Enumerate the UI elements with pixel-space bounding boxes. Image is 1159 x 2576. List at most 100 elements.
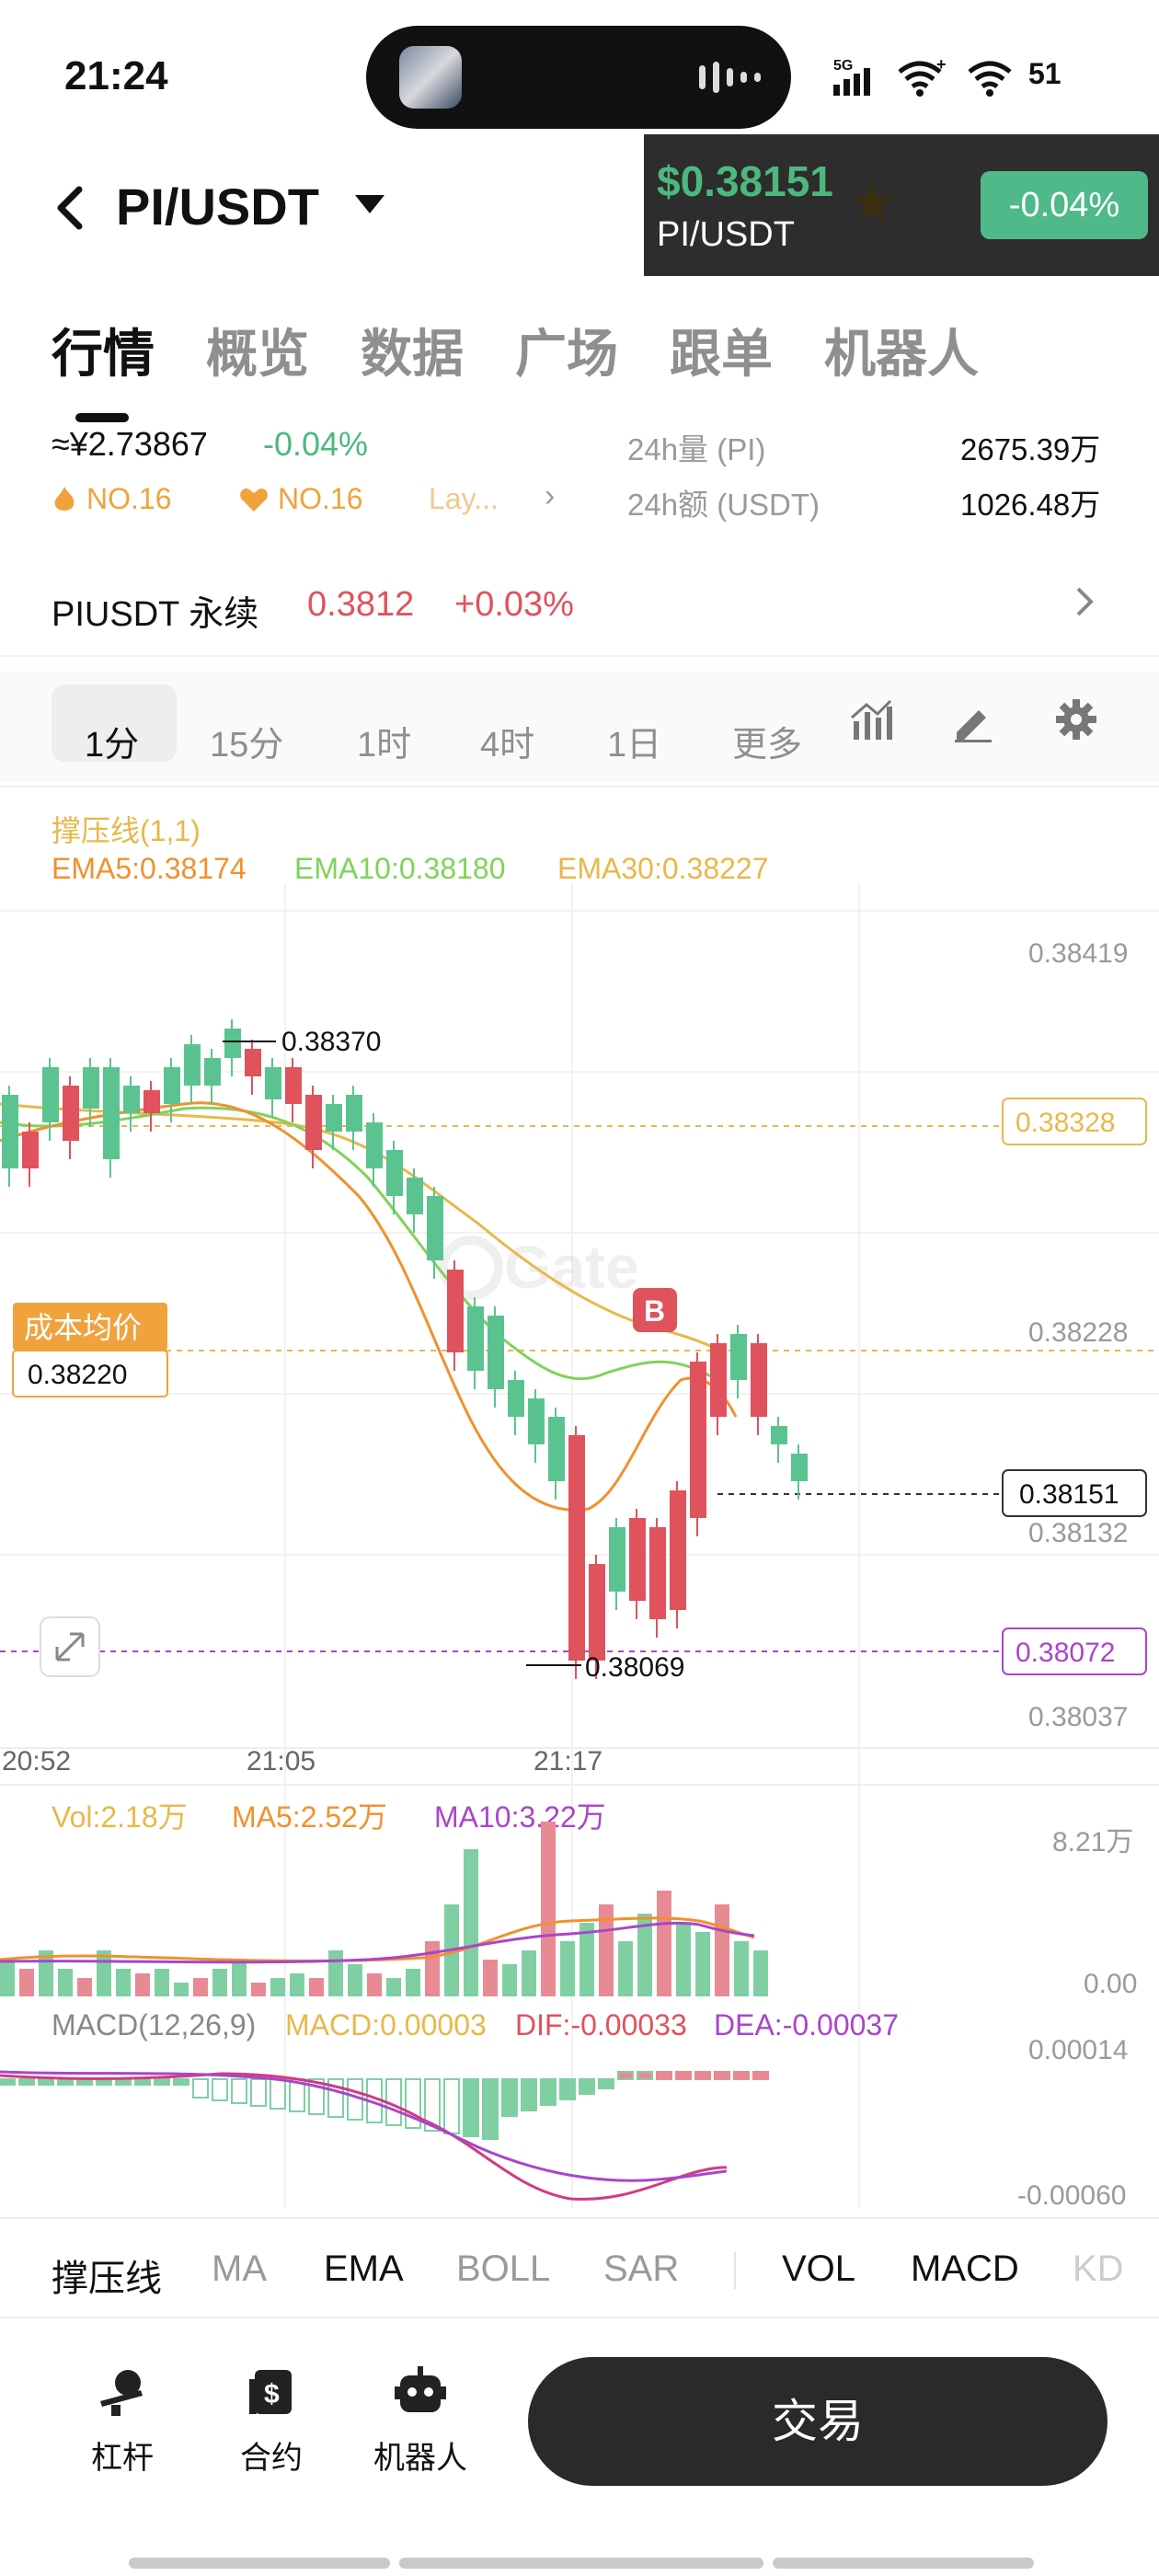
volume-bar (541, 1822, 556, 1996)
chart-type-icon[interactable] (848, 697, 894, 743)
ind-macd[interactable]: MACD (911, 2248, 1019, 2289)
interval-15m[interactable]: 15分 (210, 726, 284, 765)
candle (730, 1334, 747, 1380)
volume-bar (637, 1914, 652, 1996)
candle (771, 1426, 787, 1444)
volume-bar (58, 1969, 73, 1996)
nav-contract[interactable]: $ 合约 (212, 2364, 331, 2478)
settings-gear-icon[interactable] (1054, 697, 1098, 742)
status-bar: 21:24 5G + 51 (0, 0, 1159, 138)
volume-bar (19, 1969, 34, 1996)
interval-4h[interactable]: 4时 (480, 726, 535, 765)
popularity-rank-badge[interactable]: NO.16 (239, 482, 362, 516)
tab-market[interactable]: 行情 (52, 325, 155, 383)
candle (83, 1067, 99, 1109)
interval-1m[interactable]: 1分 (85, 726, 140, 765)
ind-boll[interactable]: BOLL (456, 2248, 551, 2289)
volume-bar (251, 1983, 266, 1996)
volume-bar (386, 1978, 401, 1996)
volume-bar (174, 1983, 189, 1996)
pair-dropdown-icon[interactable] (355, 195, 384, 213)
svg-text:+: + (936, 57, 947, 74)
macd-bar (154, 2078, 170, 2086)
vol-ma5-line (0, 1916, 755, 1962)
pair-title[interactable]: PI/USDT (116, 178, 319, 236)
volume-bar (695, 1932, 710, 1996)
ind-kd[interactable]: KD (1073, 2248, 1124, 2289)
nav-leverage[interactable]: 杠杆 (63, 2364, 182, 2478)
amt-label: 24h额 (USDT) (627, 488, 820, 522)
volume-bar (232, 1960, 247, 1996)
volume-bars (0, 1822, 768, 1996)
ema10-line (0, 1106, 718, 1382)
leverage-icon (100, 2370, 143, 2416)
candle (609, 1527, 625, 1592)
macd-bar (250, 2078, 267, 2107)
draw-pen-icon[interactable] (951, 699, 995, 743)
ind-support-resistance[interactable]: 撑压线 (52, 2259, 162, 2299)
volume-bar (734, 1941, 749, 1996)
macd-bar (327, 2078, 344, 2118)
stats-more-chevron-icon[interactable]: › (545, 478, 556, 513)
candle (649, 1527, 666, 1619)
candle (2, 1095, 18, 1168)
dynamic-island[interactable] (366, 26, 791, 129)
macd-bar (579, 2078, 595, 2095)
nav-label: 合约 (240, 2441, 303, 2476)
trade-button[interactable]: 交易 (528, 2357, 1107, 2486)
candle (629, 1518, 646, 1601)
candle (690, 1362, 706, 1518)
tab-bot[interactable]: 机器人 (824, 325, 979, 383)
volume-bar (290, 1973, 304, 1996)
wifi-icon (968, 61, 1012, 97)
macd-bar (482, 2078, 499, 2140)
resistance-tag: 0.38328 (1016, 1108, 1115, 1138)
candle (447, 1270, 464, 1352)
volume-bar (309, 1978, 324, 1996)
x-tick: 20:52 (2, 1746, 71, 1777)
interval-1d[interactable]: 1日 (607, 726, 662, 765)
ind-ma[interactable]: MA (212, 2248, 267, 2289)
candle (427, 1196, 443, 1260)
island-avatar (399, 46, 462, 109)
robot-icon (395, 2366, 446, 2412)
ind-sar[interactable]: SAR (603, 2248, 680, 2289)
macd-bar (675, 2071, 692, 2080)
volume-bar (155, 1969, 169, 1996)
volume-bar (560, 1941, 575, 1996)
macd-bar (463, 2078, 479, 2137)
rank-value: NO.16 (278, 482, 363, 515)
ind-ema[interactable]: EMA (324, 2248, 404, 2289)
tab-data[interactable]: 数据 (361, 325, 464, 383)
floating-ticker[interactable]: $0.38151 PI/USDT ★ -0.04% (644, 134, 1159, 276)
candle (508, 1380, 524, 1417)
volume-bar (522, 1950, 536, 1996)
ind-vol[interactable]: VOL (782, 2248, 856, 2289)
status-time: 21:24 (64, 53, 168, 98)
divider (0, 655, 1159, 657)
perpetual-row[interactable]: PIUSDT 永续 0.3812 +0.03% (0, 570, 1159, 644)
candle (751, 1343, 767, 1417)
tab-overview[interactable]: 概览 (206, 325, 309, 383)
hot-rank-badge[interactable]: NO.16 (52, 482, 171, 516)
y-tick: 0.38037 (1028, 1702, 1128, 1732)
sector-tag[interactable]: Lay... (429, 482, 499, 515)
favorite-star-icon[interactable]: ★ (848, 172, 898, 234)
macd-bar (559, 2078, 576, 2100)
tab-square[interactable]: 广场 (515, 325, 618, 383)
flame-icon (54, 486, 75, 511)
back-chevron-left-icon[interactable] (52, 180, 88, 248)
amt-value: 1026.48万 (960, 488, 1101, 522)
nav-label: 机器人 (373, 2441, 467, 2476)
volume-bar (464, 1849, 478, 1996)
tab-copy-trade[interactable]: 跟单 (670, 325, 773, 383)
candle (285, 1067, 302, 1104)
interval-1h[interactable]: 1时 (357, 726, 412, 765)
interval-more[interactable]: 更多 (732, 726, 803, 765)
price-chart[interactable]: Gate 0.38370 0.38069 B 成本均价 0.38220 0.38… (0, 791, 1159, 2217)
candle (467, 1306, 484, 1371)
nav-robot[interactable]: 机器人 (361, 2364, 480, 2478)
macd-bar (540, 2078, 557, 2106)
gate-watermark: Gate (439, 1233, 639, 1301)
main-tabs: 行情 概览 数据 广场 跟单 机器人 (0, 313, 1159, 423)
